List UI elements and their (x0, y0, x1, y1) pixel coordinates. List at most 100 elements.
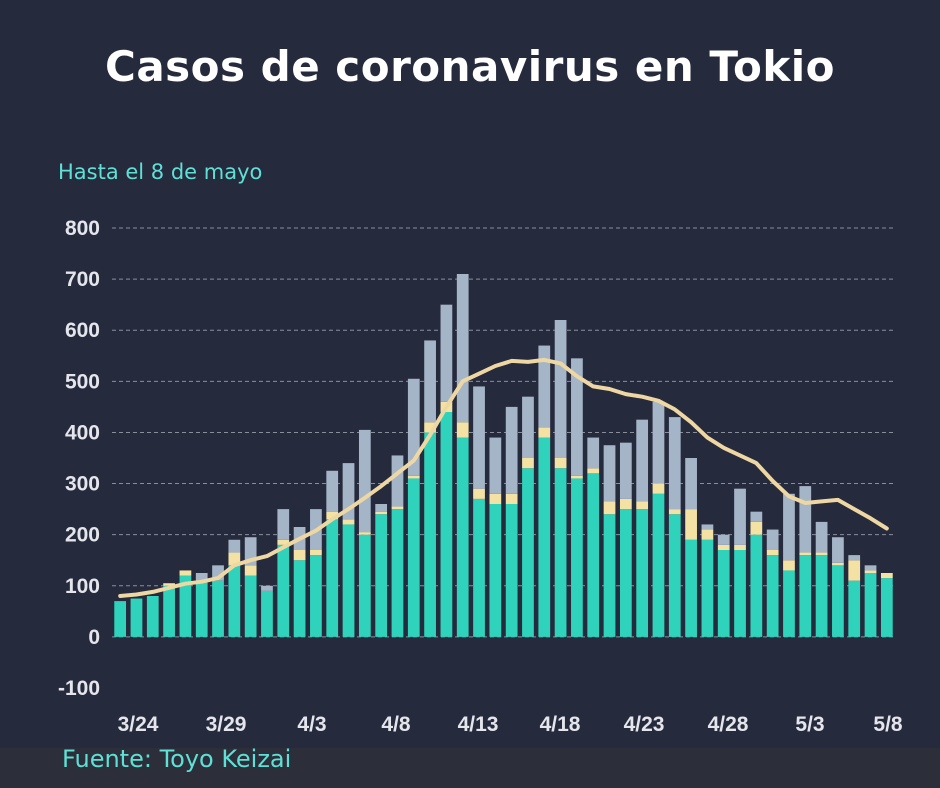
bar-segment-top (326, 470, 339, 512)
bar-segment-main (130, 598, 143, 637)
bar-segment-main (880, 578, 893, 637)
bar-segment-top (522, 396, 534, 458)
bar-segment-top (261, 585, 273, 591)
y-tick-label: 700 (65, 268, 100, 291)
chart-title: Casos de coronavirus en Tokio (105, 42, 835, 91)
bar-segment-top (783, 493, 795, 561)
bar-segment-main (571, 478, 583, 637)
bar-segment-main (652, 493, 665, 637)
x-tick-label: 5/3 (795, 713, 824, 736)
bar-segment-top (766, 529, 779, 550)
bar-segment-main (146, 596, 159, 637)
bar-segment-mid (750, 521, 763, 535)
y-tick-label: 200 (65, 524, 100, 547)
bar-segment-mid (766, 550, 779, 556)
source-band (0, 748, 940, 788)
bar-segment-mid (326, 511, 339, 520)
bar-segment-main (424, 432, 436, 637)
bar-segment-main (815, 555, 828, 637)
bar-segment-mid (815, 552, 828, 556)
bar-segment-mid (571, 475, 583, 479)
bar-segment-top (538, 345, 551, 428)
bar-segment-main (293, 560, 306, 637)
y-axis-ticks: 800 700 600 500 400 300 200 100 0 -100 (58, 217, 100, 700)
bar-segment-main (783, 570, 795, 637)
bar-segment-top (571, 358, 583, 476)
bar-segment-mid (554, 458, 567, 469)
y-tick-label: 600 (65, 319, 100, 342)
bar-segment-main (717, 550, 730, 637)
bar-segment-top (750, 511, 763, 522)
bar-segment-top (440, 304, 453, 402)
bar-segment-mid (864, 570, 877, 573)
bar-segment-main (701, 539, 714, 637)
grid-lines (112, 227, 895, 638)
bar-segment-main (195, 580, 208, 637)
bar-segment-main (473, 498, 485, 637)
bar-segment-top (212, 565, 224, 581)
x-tick-label: 4/28 (708, 713, 749, 736)
bar-segment-main (799, 555, 812, 637)
chart-canvas: 800 700 600 500 400 300 200 100 0 -100 3/24 3/29 4/… (58, 217, 903, 736)
bar-segment-top (277, 509, 290, 540)
y-tick-label: -100 (58, 677, 100, 700)
bar-segment-mid (734, 544, 746, 550)
bar-segment-top (489, 437, 502, 494)
bar-segment-mid (407, 475, 420, 479)
bar-segment-main (358, 534, 371, 637)
x-tick-label: 5/8 (873, 713, 903, 736)
bar-segment-mid (685, 509, 697, 540)
bar-segment-mid (456, 422, 469, 438)
bar-segment-main (114, 601, 127, 637)
average-line (118, 357, 889, 598)
bar-segment-mid (587, 468, 600, 474)
bar-segment-main (228, 565, 241, 637)
bar-segment-top (701, 524, 714, 530)
bars (114, 274, 893, 637)
bar-segment-top (407, 378, 420, 476)
bar-segment-main (440, 412, 453, 637)
bar-segment-mid (880, 573, 893, 579)
bar-segment-main (587, 473, 600, 637)
x-tick-label: 4/8 (381, 713, 411, 736)
bar-segment-mid (701, 529, 714, 540)
bar-segment-mid (505, 493, 518, 504)
average-line-group (118, 357, 889, 598)
bar-segment-mid (668, 509, 681, 515)
bar-segment-mid (358, 532, 371, 535)
x-tick-label: 3/29 (206, 713, 247, 736)
bar-segment-top (652, 401, 665, 484)
bar-segment-main (750, 534, 763, 637)
bar-segment-top (587, 437, 600, 469)
bar-segment-main (685, 539, 697, 637)
bar-segment-main (636, 509, 649, 637)
y-tick-label: 0 (88, 626, 100, 649)
bar-segment-top (375, 504, 388, 512)
bar-segment-mid (783, 560, 795, 571)
bar-segment-main (522, 468, 534, 637)
bar-segment-top (358, 429, 371, 533)
bar-segment-main (261, 590, 273, 637)
bar-segment-mid (163, 583, 175, 586)
bar-segment-main (554, 468, 567, 637)
y-tick-label: 500 (65, 370, 100, 393)
bar-segment-mid (522, 458, 534, 469)
bar-segment-top (603, 445, 616, 502)
bar-segment-main (244, 575, 257, 637)
bar-segment-main (848, 580, 861, 637)
bar-segment-top (456, 274, 469, 423)
bar-segment-main (668, 514, 681, 637)
bar-segment-main (163, 585, 175, 637)
bar-segment-main (603, 514, 616, 637)
x-tick-label: 4/3 (297, 713, 326, 736)
bar-segment-mid (636, 501, 649, 510)
bar-segment-main (766, 555, 779, 637)
bar-segment-main (326, 519, 339, 637)
bar-segment-main (538, 437, 551, 637)
bar-segment-mid (832, 562, 844, 566)
bar-segment-top (554, 320, 567, 458)
bar-segment-mid (179, 570, 192, 576)
bar-segment-mid (619, 498, 632, 510)
bar-segment-main (310, 555, 322, 637)
bar-segment-top (424, 340, 436, 423)
